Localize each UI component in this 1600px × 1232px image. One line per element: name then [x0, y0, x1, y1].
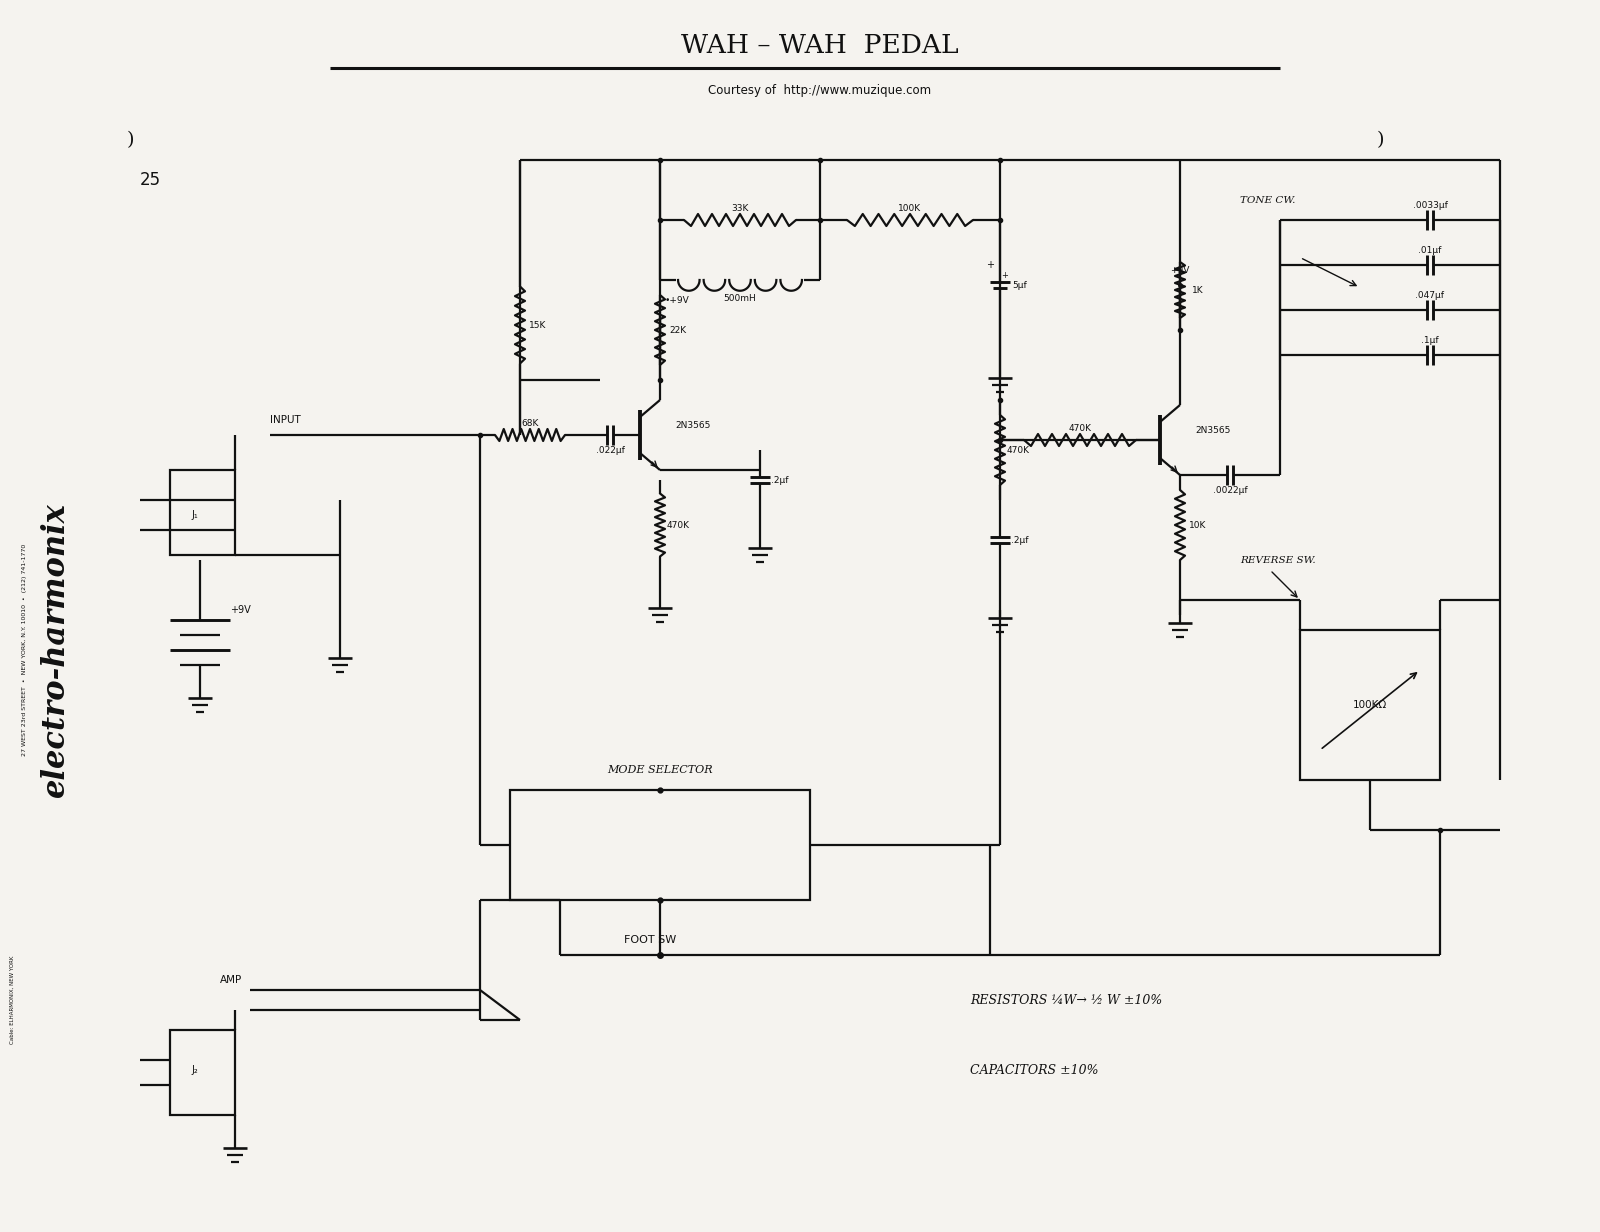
Bar: [170, 469, 235, 554]
Text: .2μf: .2μf: [1011, 536, 1029, 545]
Bar: [1299, 630, 1440, 780]
Text: Cable: ELHARMONIX, NEW YORK: Cable: ELHARMONIX, NEW YORK: [10, 956, 14, 1045]
Text: .0033μf: .0033μf: [1413, 201, 1448, 209]
Text: +9V: +9V: [230, 605, 251, 615]
Text: 15K: 15K: [530, 320, 547, 329]
Text: MODE SELECTOR: MODE SELECTOR: [606, 765, 714, 775]
Text: +: +: [986, 260, 994, 270]
Text: .1μf: .1μf: [1421, 335, 1438, 345]
Bar: [510, 790, 810, 901]
Text: •+9V: •+9V: [666, 296, 690, 304]
Text: Courtesy of  http://www.muzique.com: Courtesy of http://www.muzique.com: [709, 84, 931, 96]
Text: J₂: J₂: [192, 1064, 198, 1076]
Text: electro-harmonix: electro-harmonix: [40, 503, 70, 797]
Text: 33K: 33K: [731, 203, 749, 212]
Text: WAH – WAH  PEDAL: WAH – WAH PEDAL: [682, 32, 958, 58]
Text: +9V: +9V: [1170, 266, 1189, 275]
Text: .2μf: .2μf: [771, 476, 789, 484]
Text: 2N3565: 2N3565: [675, 420, 710, 430]
Text: .022μf: .022μf: [595, 446, 624, 455]
Text: 100K: 100K: [899, 203, 922, 212]
Text: 10K: 10K: [1189, 520, 1206, 530]
Text: 27 WEST 23rd STREET  •  NEW YORK, N.Y. 10010  •  (212) 741-1770: 27 WEST 23rd STREET • NEW YORK, N.Y. 100…: [22, 543, 27, 756]
Text: 1K: 1K: [1192, 286, 1203, 294]
Text: .0022μf: .0022μf: [1213, 485, 1248, 494]
Text: REVERSE SW.: REVERSE SW.: [1240, 556, 1315, 564]
Bar: [170, 1030, 235, 1115]
Text: 68K: 68K: [522, 419, 539, 428]
Text: .01μf: .01μf: [1418, 245, 1442, 255]
Text: .047μf: .047μf: [1416, 291, 1445, 299]
Text: INPUT: INPUT: [270, 415, 301, 425]
Text: 500mH: 500mH: [723, 293, 757, 303]
Text: 22K: 22K: [669, 325, 686, 335]
Text: 5μf: 5μf: [1013, 281, 1027, 290]
Text: TONE CW.: TONE CW.: [1240, 196, 1296, 205]
Text: FOOT SW: FOOT SW: [624, 935, 677, 945]
Text: 25: 25: [139, 171, 160, 188]
Text: +: +: [1002, 271, 1008, 280]
Text: 2N3565: 2N3565: [1195, 425, 1230, 435]
Text: RESISTORS ¼W→ ½ W ±10%: RESISTORS ¼W→ ½ W ±10%: [970, 993, 1162, 1007]
Text: J₁: J₁: [192, 510, 198, 520]
Text: 470K: 470K: [1006, 446, 1029, 455]
Text: 100KΩ: 100KΩ: [1354, 700, 1387, 710]
Text: ): ): [126, 131, 134, 149]
Text: CAPACITORS ±10%: CAPACITORS ±10%: [970, 1063, 1099, 1077]
Text: AMP: AMP: [221, 975, 242, 986]
Text: ): ): [1376, 131, 1384, 149]
Text: 470K: 470K: [667, 520, 690, 530]
Text: 470K: 470K: [1069, 424, 1091, 432]
